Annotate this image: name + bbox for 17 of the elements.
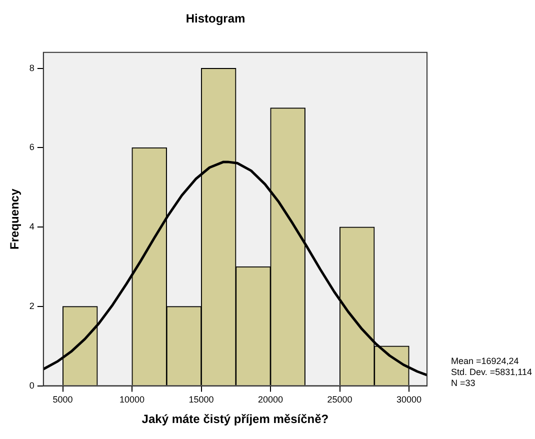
y-tick-label: 6 [29, 142, 34, 152]
y-axis-title: Frequency [8, 188, 22, 250]
x-tick-label: 5000 [52, 394, 73, 405]
chart-title: Histogram [186, 12, 246, 26]
y-tick-label: 4 [29, 222, 34, 232]
x-axis-title: Jaký máte čistý příjem měsíčně? [142, 412, 329, 426]
x-tick-label: 20000 [258, 394, 284, 405]
text: Std. Dev. =5831,114 [451, 366, 532, 377]
x-tick-label: 10000 [120, 394, 145, 405]
x-tick-label: 25000 [327, 394, 352, 405]
y-tick-label: 2 [29, 300, 34, 311]
y-tick-label: 0 [29, 380, 34, 390]
text: Mean =16924,24 [451, 356, 519, 366]
text: N =33 [451, 378, 476, 388]
x-tick-label: 15000 [188, 394, 214, 405]
y-tick-label: 8 [29, 62, 34, 73]
x-tick-label: 30000 [396, 394, 422, 405]
